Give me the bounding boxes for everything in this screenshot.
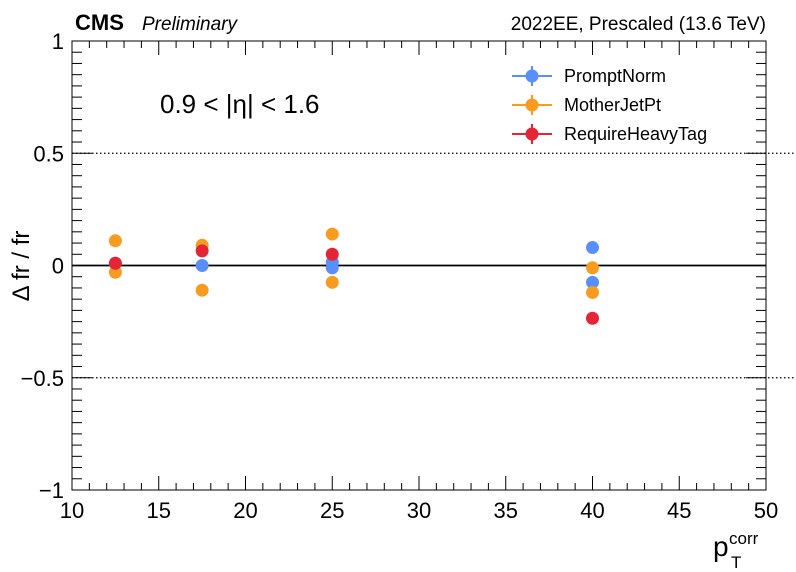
plot-frame — [71, 40, 767, 491]
x-tick-label: 15 — [147, 498, 171, 523]
x-tick-label: 20 — [233, 498, 257, 523]
data-point-requireheavytag — [325, 247, 339, 261]
data-point-promptnorm — [195, 259, 209, 272]
eta-annotation: 0.9 < |η| < 1.6 — [160, 89, 320, 119]
legend-label: PromptNorm — [564, 66, 666, 86]
x-tick-label: 50 — [754, 498, 778, 523]
data-point-requireheavytag — [586, 311, 599, 325]
y-axis-label: Δ fr / fr — [8, 231, 35, 302]
x-tick-label: 25 — [320, 498, 344, 523]
legend-entry-motherjetpt: MotherJetPt — [512, 95, 661, 115]
data-point-motherjetpt — [108, 265, 122, 279]
legend-marker — [525, 69, 539, 83]
legend: PromptNorm MotherJetPt RequireHeavyTag — [512, 66, 707, 144]
reference-lines — [72, 152, 796, 379]
axis-ticks — [71, 40, 767, 491]
data-point-motherjetpt — [586, 285, 599, 299]
data-point-motherjetpt — [108, 234, 122, 248]
legend-entry-promptnorm: PromptNorm — [512, 66, 666, 86]
y-tick-label: 0 — [52, 254, 64, 279]
data-points — [108, 227, 599, 325]
data-point-requireheavytag — [108, 256, 122, 270]
tick-labels: 10 15 20 25 30 35 40 45 50 1 0.5 0 −0.5 −1 — [21, 29, 779, 523]
data-point-motherjetpt — [586, 261, 599, 275]
legend-label: MotherJetPt — [564, 95, 661, 115]
y-tick-label: 1 — [52, 29, 64, 54]
data-point-promptnorm — [586, 241, 599, 255]
x-axis-label-subscript: T — [731, 553, 741, 572]
data-point-requireheavytag — [195, 244, 209, 258]
data-point-motherjetpt — [195, 283, 209, 297]
x-axis-label-superscript: corr — [729, 529, 759, 548]
run-info-label: 2022EE, Prescaled (13.6 TeV) — [511, 14, 766, 35]
legend-marker — [525, 98, 539, 112]
x-tick-label: 10 — [60, 498, 84, 523]
data-point-promptnorm — [325, 261, 339, 275]
legend-entry-requireheavytag: RequireHeavyTag — [512, 124, 707, 144]
x-tick-label: 40 — [580, 498, 604, 523]
data-point-promptnorm — [586, 275, 599, 289]
x-tick-label: 35 — [494, 498, 518, 523]
x-tick-label: 30 — [407, 498, 431, 523]
x-axis-label-main: p — [713, 531, 729, 562]
cms-label: CMS — [75, 10, 124, 35]
data-point-motherjetpt — [325, 227, 339, 241]
preliminary-label: Preliminary — [142, 14, 239, 35]
y-tick-label: 0.5 — [33, 141, 64, 166]
y-tick-label: −1 — [39, 478, 64, 503]
x-tick-label: 45 — [667, 498, 691, 523]
legend-label: RequireHeavyTag — [564, 124, 707, 144]
y-tick-label: −0.5 — [21, 366, 64, 391]
legend-marker — [525, 127, 539, 141]
data-point-motherjetpt — [325, 275, 339, 289]
